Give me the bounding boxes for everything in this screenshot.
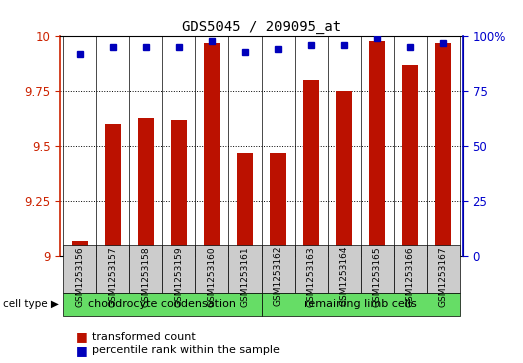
Bar xyxy=(163,245,196,293)
Text: cell type ▶: cell type ▶ xyxy=(3,299,59,310)
Bar xyxy=(72,241,88,256)
Text: ■: ■ xyxy=(76,330,87,343)
Bar xyxy=(294,245,327,293)
Text: transformed count: transformed count xyxy=(92,332,195,342)
Bar xyxy=(262,245,294,293)
Title: GDS5045 / 209095_at: GDS5045 / 209095_at xyxy=(182,20,341,34)
Bar xyxy=(130,245,163,293)
Bar xyxy=(138,118,154,256)
Bar xyxy=(63,293,262,316)
Bar xyxy=(369,41,385,256)
Bar xyxy=(204,43,220,256)
Text: GSM1253165: GSM1253165 xyxy=(372,246,382,307)
Bar xyxy=(105,124,121,256)
Bar xyxy=(435,43,451,256)
Bar xyxy=(303,80,319,256)
Bar xyxy=(229,245,262,293)
Text: GSM1253167: GSM1253167 xyxy=(439,246,448,307)
Text: GSM1253160: GSM1253160 xyxy=(208,246,217,307)
Text: GSM1253163: GSM1253163 xyxy=(306,246,315,307)
Bar xyxy=(336,91,353,256)
Text: GSM1253162: GSM1253162 xyxy=(274,246,282,306)
Text: remaining limb cells: remaining limb cells xyxy=(304,299,417,310)
Bar xyxy=(270,153,286,256)
Bar xyxy=(393,245,427,293)
Bar xyxy=(63,245,96,293)
Bar xyxy=(237,153,253,256)
Text: ■: ■ xyxy=(76,344,87,357)
Bar xyxy=(170,120,187,256)
Text: GSM1253158: GSM1253158 xyxy=(141,246,151,307)
Bar xyxy=(196,245,229,293)
Bar xyxy=(327,245,360,293)
Text: percentile rank within the sample: percentile rank within the sample xyxy=(92,345,279,355)
Bar xyxy=(427,245,460,293)
Bar xyxy=(402,65,418,256)
Bar xyxy=(360,245,393,293)
Bar xyxy=(96,245,130,293)
Text: GSM1253164: GSM1253164 xyxy=(339,246,348,306)
Text: GSM1253157: GSM1253157 xyxy=(108,246,118,307)
Text: GSM1253156: GSM1253156 xyxy=(75,246,84,307)
Text: GSM1253161: GSM1253161 xyxy=(241,246,249,307)
Text: GSM1253159: GSM1253159 xyxy=(175,246,184,307)
Text: chondrocyte condensation: chondrocyte condensation xyxy=(88,299,236,310)
Text: GSM1253166: GSM1253166 xyxy=(405,246,415,307)
Bar xyxy=(262,293,460,316)
